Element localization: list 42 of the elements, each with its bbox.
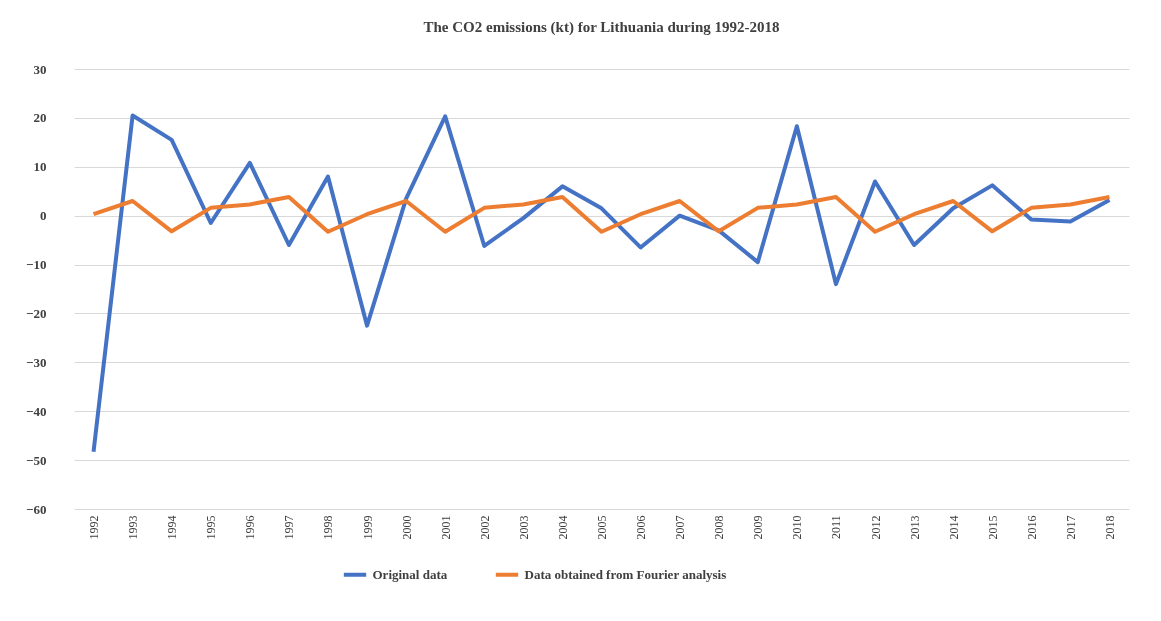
x-tick-label: 1996 xyxy=(243,515,258,540)
x-tick-label: 1999 xyxy=(360,515,375,540)
y-tick-label: −10 xyxy=(26,257,47,273)
y-tick-label: −50 xyxy=(26,452,47,468)
x-tick-label: 2013 xyxy=(907,515,922,540)
x-tick-label: 2015 xyxy=(985,515,1000,540)
chart-title: The CO2 emissions (kt) for Lithuania during 1992-2018 xyxy=(423,19,780,36)
x-tick-label: 1997 xyxy=(282,515,297,540)
x-tick-label: 2005 xyxy=(595,515,609,540)
y-tick-label: −20 xyxy=(26,305,47,321)
x-tick-label: 2010 xyxy=(790,515,805,540)
x-tick-label: 2011 xyxy=(829,515,844,540)
x-tick-label: 1995 xyxy=(204,515,219,540)
x-tick-label: 2012 xyxy=(868,515,883,540)
y-tick-label: 0 xyxy=(40,208,47,224)
x-tick-label: 1992 xyxy=(87,515,102,540)
x-tick-label: 2014 xyxy=(946,515,961,540)
x-tick-label: 2001 xyxy=(438,515,453,540)
x-tick-label: 2009 xyxy=(751,515,766,540)
line-series xyxy=(91,195,1112,234)
x-tick-label: 2018 xyxy=(1102,515,1117,540)
x-tick-label: 1993 xyxy=(126,515,141,540)
legend-label: Original data xyxy=(372,566,448,582)
x-tick-label: 2000 xyxy=(399,515,414,540)
x-tick-label: 1998 xyxy=(321,515,336,540)
x-tick-label: 2006 xyxy=(634,515,649,540)
x-tick-label: 2003 xyxy=(516,515,531,540)
y-tick-label: −60 xyxy=(26,501,47,517)
x-tick-label: 2017 xyxy=(1063,515,1078,540)
x-tick-label: 1994 xyxy=(165,515,180,540)
x-tick-label: 2007 xyxy=(673,515,688,540)
x-tick-label: 2004 xyxy=(555,515,570,540)
y-tick-label: −40 xyxy=(26,403,47,419)
y-tick-label: 10 xyxy=(33,159,47,175)
legend-label: Data obtained from Fourier analysis xyxy=(524,566,727,582)
x-tick-label: 2008 xyxy=(712,515,727,540)
line-series xyxy=(91,113,1112,454)
y-tick-label: 30 xyxy=(33,61,47,77)
x-tick-label: 2016 xyxy=(1024,515,1039,540)
x-tick-label: 2002 xyxy=(477,515,492,540)
y-tick-label: −30 xyxy=(26,354,47,370)
y-tick-label: 20 xyxy=(33,110,47,126)
